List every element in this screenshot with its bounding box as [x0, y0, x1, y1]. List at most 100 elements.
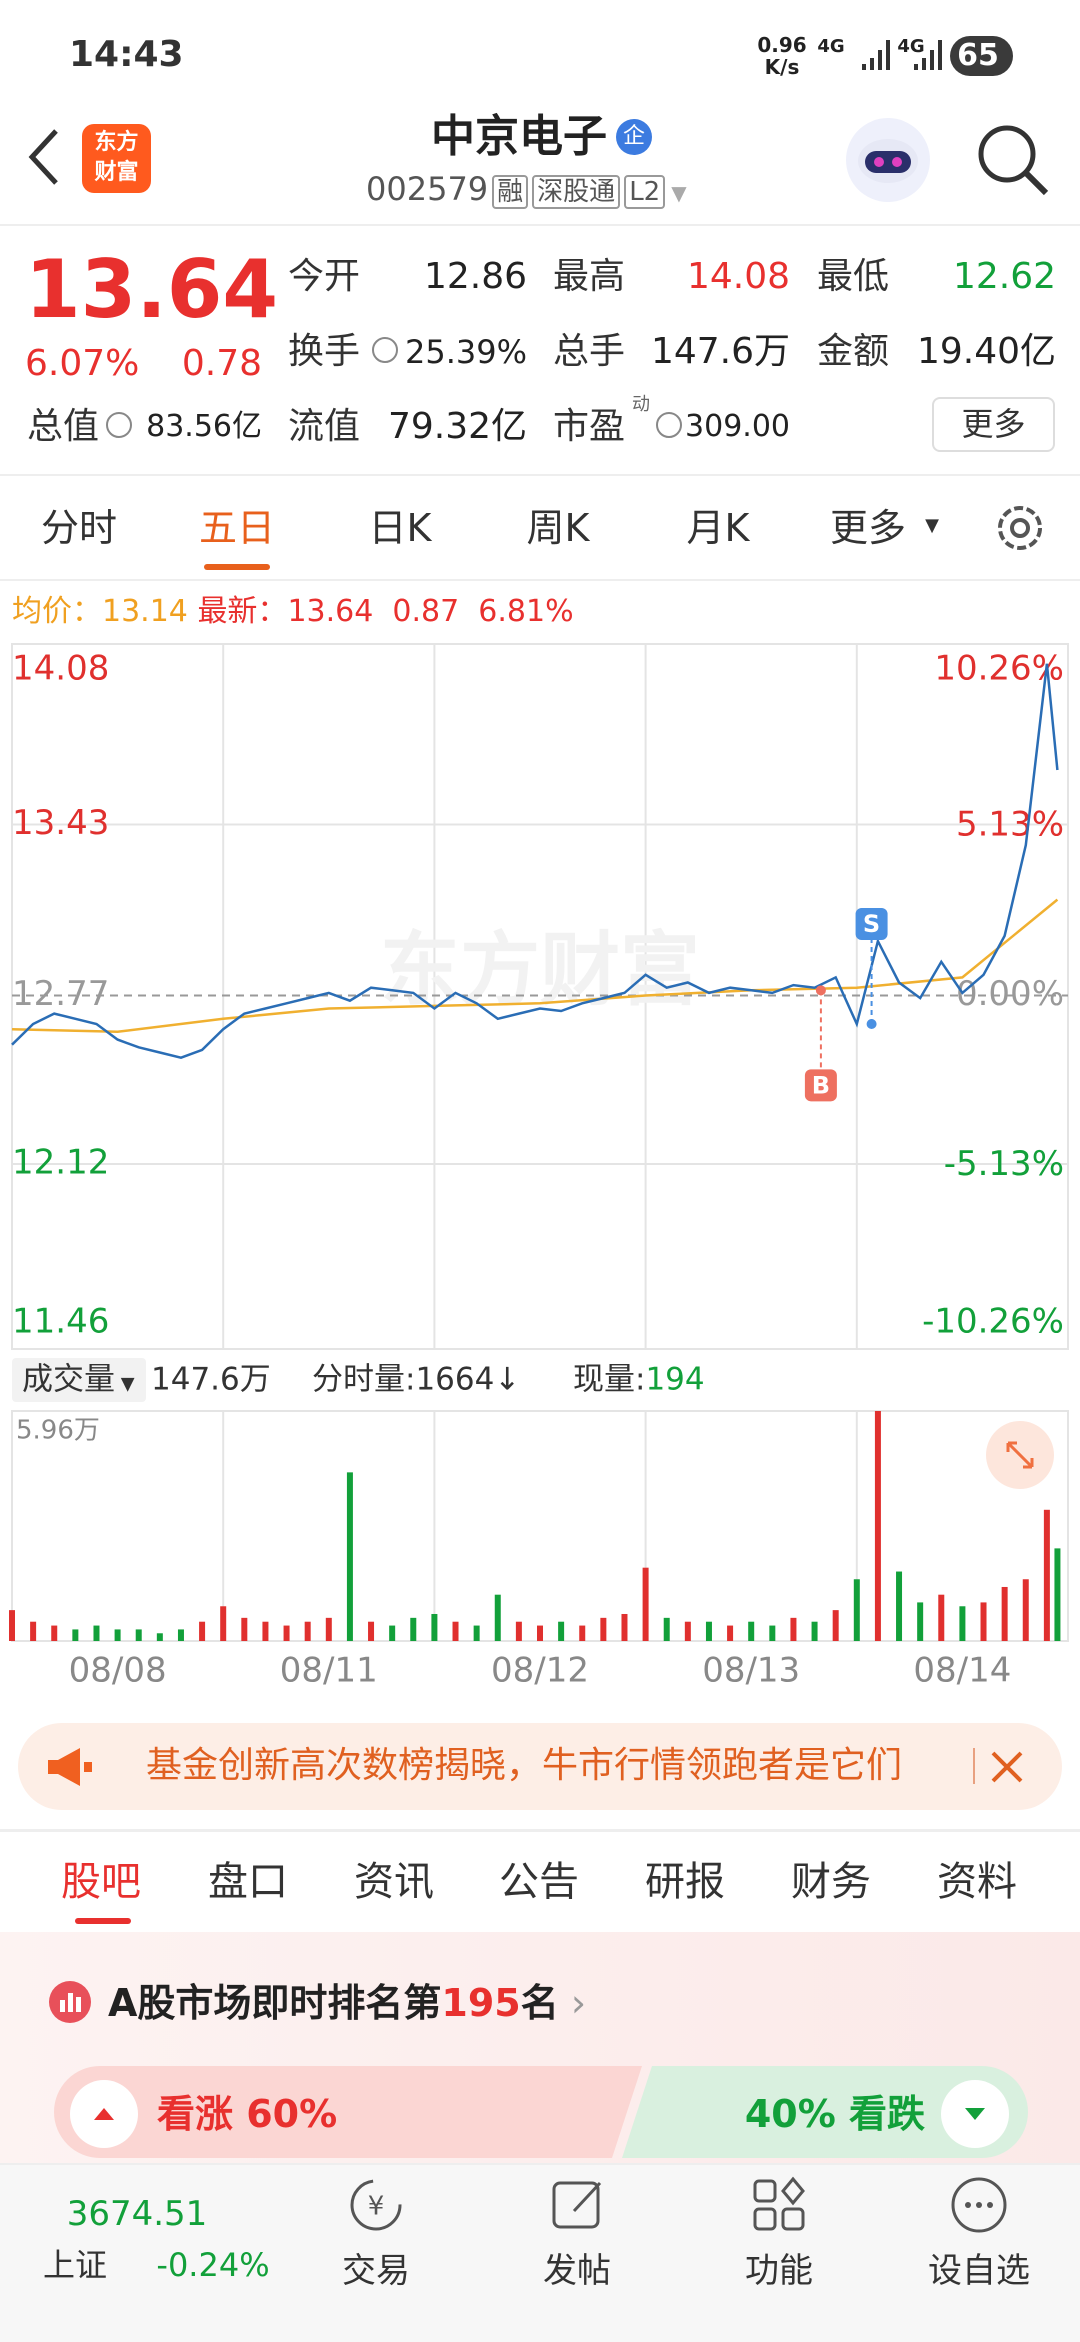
period-tab[interactable]: 更多 [829, 506, 907, 550]
content-tab[interactable]: 股吧 [61, 1859, 141, 1905]
ranking[interactable]: A股市场即时排名第195名 › [108, 1981, 587, 2025]
banner[interactable] [18, 1723, 1062, 1810]
info-icon[interactable] [372, 337, 398, 363]
back-button[interactable] [24, 127, 64, 187]
marker-box [855, 908, 888, 941]
post-icon[interactable] [548, 2175, 608, 2235]
volume-bar [199, 1621, 206, 1641]
y2-tick-label: 0.00% [956, 974, 1064, 1014]
nav-label[interactable]: 发帖 [543, 2251, 611, 2291]
battery-level: 65 [957, 38, 999, 73]
volume-bar [705, 1621, 712, 1641]
watchlist-icon[interactable] [949, 2175, 1009, 2235]
search-button[interactable] [975, 122, 1051, 198]
trade-icon[interactable]: ¥ [346, 2175, 406, 2235]
y2-tick-label: 10.26% [934, 649, 1064, 689]
volume-bar [389, 1625, 396, 1641]
volume-bar [684, 1621, 691, 1641]
x-tick-label: 08/08 [69, 1651, 167, 1691]
period-tab[interactable]: 分时 [40, 506, 118, 550]
field-label: 市盈 [553, 406, 626, 447]
period-tab[interactable]: 月K [686, 506, 750, 550]
volume-bar [727, 1625, 734, 1641]
ranking-suffix: 名 [520, 1981, 559, 2025]
y2-tick-label: -10.26% [922, 1302, 1064, 1342]
index-value[interactable]: 3674.51 [66, 2194, 208, 2234]
price-line [11, 898, 1059, 1034]
more-button[interactable]: 更多 [932, 397, 1055, 452]
y-tick-label: 14.08 [12, 649, 109, 689]
logo-text: 财富 [94, 160, 139, 185]
divider [0, 1829, 1080, 1832]
volume-bar [769, 1625, 776, 1641]
period-tab[interactable]: 周K [526, 506, 590, 550]
y2-tick-label: 5.13% [956, 804, 1064, 844]
content-tab[interactable]: 资讯 [354, 1859, 434, 1905]
field-label: 金额 [817, 331, 890, 372]
index-name[interactable]: 上证 [42, 2246, 108, 2284]
settings-button[interactable] [990, 498, 1050, 558]
signal-icon [862, 40, 890, 70]
volume-bar [431, 1613, 438, 1641]
latest-label: 最新： [197, 594, 288, 629]
content-tab[interactable]: 研报 [645, 1859, 725, 1905]
change-pct: 6.07% [25, 343, 140, 384]
volume-bar [494, 1594, 501, 1641]
net-unit: K/s [764, 55, 800, 79]
y-tick-label: 11.46 [12, 1302, 109, 1342]
volume-bar [790, 1617, 797, 1641]
field-value: 147.6万 [650, 331, 790, 372]
bull-text[interactable]: 看涨 60% [157, 2092, 338, 2136]
volume-bar [959, 1606, 966, 1641]
x-tick-label: 08/14 [913, 1651, 1011, 1691]
marker-point [866, 1019, 877, 1030]
bear-button[interactable] [939, 2078, 1011, 2150]
index-change[interactable]: -0.24% [156, 2246, 270, 2284]
volume-bar [410, 1617, 417, 1641]
content-tab[interactable]: 财务 [791, 1859, 871, 1905]
volume-label[interactable]: 成交量 ▼ [22, 1361, 135, 1398]
dropdown-arrow[interactable]: ▼ [671, 181, 687, 205]
volume-bar [1054, 1548, 1061, 1641]
field-value: 79.32亿 [387, 406, 527, 447]
marker-label: S [863, 910, 880, 938]
content-tab[interactable]: 资料 [937, 1859, 1017, 1905]
latest-price: 13.64 [287, 594, 374, 629]
volume-label-text: 成交量 [22, 1361, 115, 1398]
volume-bar [621, 1613, 628, 1641]
content-tab[interactable]: 公告 [499, 1859, 579, 1905]
y-tick-label: 13.43 [12, 803, 109, 843]
period-tab[interactable]: 五日 [198, 506, 276, 550]
y2-tick-label: -5.13% [944, 1144, 1064, 1184]
nav-label[interactable]: 功能 [745, 2251, 813, 2291]
assistant-avatar[interactable] [843, 115, 933, 205]
info-icon[interactable] [656, 412, 682, 438]
divider [973, 1748, 975, 1784]
content-tab[interactable]: 盘口 [208, 1859, 288, 1905]
field-label: 总手 [553, 331, 626, 372]
info-icon[interactable] [106, 412, 132, 438]
volume-bar [748, 1621, 755, 1641]
price-summary: 均价：13.14 最新：13.64 0.87 6.81% [12, 597, 574, 627]
volume-bar [537, 1625, 543, 1641]
volume-bar [114, 1629, 121, 1641]
close-button[interactable] [990, 1750, 1024, 1784]
volume-bar [980, 1602, 987, 1641]
price-line [11, 663, 1059, 1060]
nav-label[interactable]: 设自选 [928, 2251, 1030, 2291]
battery [950, 36, 1013, 76]
volume-bar [832, 1610, 839, 1641]
avg-price: 13.14 [102, 594, 188, 629]
nav-label[interactable]: 交易 [342, 2251, 410, 2291]
volume-bar [346, 1472, 353, 1641]
volume-bar [1022, 1579, 1029, 1641]
bear-text[interactable]: 40% 看跌 [744, 2092, 925, 2136]
field-value: 83.56亿 [146, 409, 262, 444]
volume-selector[interactable] [12, 1358, 146, 1402]
functions-icon[interactable] [749, 2175, 809, 2235]
banner-text[interactable]: 基金创新高次数榜揭晓，牛市行情领跑者是它们 [146, 1745, 903, 1786]
period-tab[interactable]: 日K [368, 506, 432, 550]
field-value: 19.40亿 [916, 331, 1056, 372]
bull-button[interactable] [68, 2078, 140, 2150]
badge: 企 [616, 119, 652, 155]
